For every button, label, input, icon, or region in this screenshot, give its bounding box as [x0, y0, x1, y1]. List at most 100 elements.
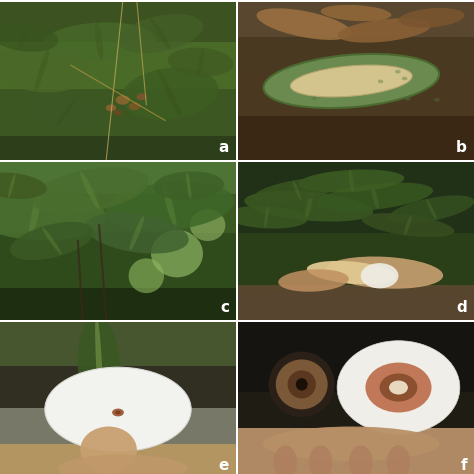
Text: a: a: [219, 140, 229, 155]
Ellipse shape: [380, 374, 418, 401]
Circle shape: [116, 95, 130, 105]
Circle shape: [405, 97, 410, 100]
Ellipse shape: [8, 174, 15, 198]
Ellipse shape: [151, 230, 203, 277]
Circle shape: [378, 80, 383, 83]
Ellipse shape: [349, 445, 373, 474]
Bar: [238, 292, 474, 320]
Ellipse shape: [158, 70, 182, 118]
Ellipse shape: [326, 256, 443, 289]
Ellipse shape: [42, 228, 62, 255]
Ellipse shape: [305, 192, 313, 220]
Ellipse shape: [121, 67, 219, 120]
Ellipse shape: [362, 213, 454, 237]
Bar: [0, 42, 236, 89]
Circle shape: [434, 98, 440, 101]
Ellipse shape: [263, 427, 440, 461]
Ellipse shape: [95, 23, 103, 60]
Bar: [0, 444, 236, 474]
Ellipse shape: [29, 187, 42, 238]
Ellipse shape: [154, 172, 224, 200]
Ellipse shape: [18, 23, 29, 51]
Bar: [238, 428, 474, 474]
Ellipse shape: [225, 206, 308, 228]
Bar: [0, 2, 236, 42]
Ellipse shape: [365, 363, 431, 412]
Bar: [238, 116, 474, 160]
Ellipse shape: [264, 206, 268, 228]
Ellipse shape: [43, 22, 155, 61]
Circle shape: [128, 102, 140, 110]
Ellipse shape: [404, 215, 411, 235]
Ellipse shape: [307, 261, 396, 284]
Ellipse shape: [85, 213, 189, 254]
Circle shape: [395, 70, 401, 73]
Ellipse shape: [95, 315, 103, 416]
Ellipse shape: [387, 445, 410, 474]
Bar: [0, 233, 236, 288]
Circle shape: [402, 77, 408, 81]
Ellipse shape: [80, 172, 99, 209]
Ellipse shape: [317, 182, 433, 211]
Ellipse shape: [10, 222, 94, 260]
Bar: [0, 193, 236, 233]
Ellipse shape: [361, 263, 399, 288]
Ellipse shape: [118, 14, 203, 53]
Bar: [0, 162, 236, 193]
Ellipse shape: [292, 181, 301, 201]
Ellipse shape: [30, 167, 149, 214]
Ellipse shape: [338, 18, 431, 43]
Ellipse shape: [426, 199, 437, 220]
Ellipse shape: [35, 45, 50, 91]
Bar: [0, 408, 236, 444]
Ellipse shape: [389, 195, 474, 223]
Ellipse shape: [58, 455, 188, 474]
Bar: [0, 288, 236, 320]
Ellipse shape: [0, 44, 89, 92]
Ellipse shape: [168, 47, 234, 76]
Ellipse shape: [129, 216, 144, 250]
Bar: [238, 2, 474, 37]
Bar: [238, 392, 474, 428]
Circle shape: [137, 93, 147, 100]
Ellipse shape: [264, 54, 439, 108]
Ellipse shape: [128, 258, 164, 293]
Ellipse shape: [106, 182, 234, 231]
Ellipse shape: [273, 445, 297, 474]
Ellipse shape: [269, 352, 335, 417]
Bar: [238, 37, 474, 73]
Bar: [0, 89, 236, 137]
Circle shape: [311, 96, 317, 100]
Ellipse shape: [278, 269, 349, 292]
Bar: [0, 322, 236, 365]
Text: b: b: [456, 140, 467, 155]
Ellipse shape: [296, 378, 308, 391]
Ellipse shape: [80, 427, 137, 474]
Ellipse shape: [371, 184, 379, 209]
Ellipse shape: [245, 191, 373, 221]
Bar: [238, 162, 474, 233]
Bar: [238, 233, 474, 285]
Ellipse shape: [0, 184, 106, 241]
Ellipse shape: [0, 22, 58, 52]
Ellipse shape: [197, 48, 204, 76]
Bar: [238, 73, 474, 116]
Ellipse shape: [321, 5, 391, 21]
Text: c: c: [220, 300, 229, 315]
Ellipse shape: [256, 9, 352, 40]
Ellipse shape: [349, 170, 354, 192]
Ellipse shape: [0, 173, 47, 199]
Ellipse shape: [337, 341, 460, 434]
Ellipse shape: [56, 98, 76, 127]
Bar: [238, 285, 474, 320]
Ellipse shape: [186, 172, 191, 199]
Ellipse shape: [190, 210, 225, 241]
Text: f: f: [460, 458, 467, 474]
Bar: [238, 322, 474, 392]
Ellipse shape: [150, 18, 171, 50]
Ellipse shape: [291, 65, 412, 97]
Circle shape: [106, 104, 116, 111]
Circle shape: [112, 409, 124, 416]
Ellipse shape: [298, 170, 404, 192]
Text: e: e: [219, 458, 229, 474]
